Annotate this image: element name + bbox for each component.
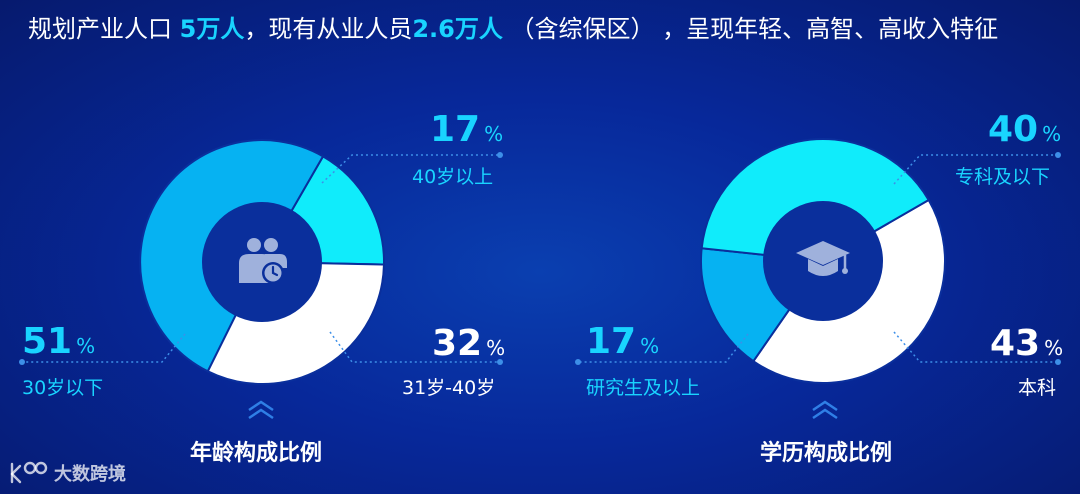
edu-slice-label-graduate: 研究生及以上 <box>586 377 701 399</box>
education-chevron-icon <box>812 400 838 420</box>
edu-slice-label-bachelor: 本科 <box>1018 377 1057 399</box>
brand-logo: 大数跨境 <box>8 458 126 488</box>
brand-logo-text: 大数跨境 <box>54 464 126 485</box>
age-slice-label-40plus-value: 17% <box>430 109 504 150</box>
edu-leader-bachelor <box>893 331 1058 363</box>
headline-highlight-planned: 5万人 <box>179 15 245 43</box>
age-chevron-icon <box>248 400 274 420</box>
headline-highlight-current: 2.6万人 <box>412 15 503 43</box>
edu-slice-label-college: 专科及以下 <box>955 166 1051 188</box>
age-leader-40plus <box>321 154 500 184</box>
age-slice-label-40plus: 40岁以上 <box>412 166 494 188</box>
education-donut <box>700 138 947 385</box>
edu-leader-bachelor-dot <box>1055 359 1061 365</box>
edu-leader-college <box>893 154 1058 185</box>
age-chart-title: 年龄构成比例 <box>190 441 323 466</box>
headline-part2: ，现有从业人员 <box>244 15 413 43</box>
edu-leader-graduate-dot <box>575 359 581 365</box>
edu-slice-label-college-value: 40% <box>988 109 1062 150</box>
brand-logo-icon <box>10 461 48 484</box>
people-clock-icon <box>239 238 287 284</box>
headline-part3: （含综保区） ，呈现年轻、高智、高收入特征 <box>502 15 999 43</box>
headline: 规划产业人口 5万人，现有从业人员2.6万人 （含综保区） ，呈现年轻、高智、高… <box>28 12 1068 46</box>
age-leader-under30-dot <box>19 359 25 365</box>
age-slice-label-under30: 30岁以下 <box>22 377 104 399</box>
age-leader-31-40-dot <box>497 359 503 365</box>
age-slice-label-under30-value: 51% <box>22 321 96 362</box>
edu-leader-graduate <box>578 333 749 363</box>
age-donut <box>139 139 385 385</box>
headline-part1: 规划产业人口 <box>28 15 180 43</box>
leader-lines <box>19 152 1061 365</box>
edu-slice-label-bachelor-value: 43% <box>990 323 1064 364</box>
education-chart-title: 学历构成比例 <box>760 441 893 466</box>
age-leader-under30 <box>22 333 186 363</box>
age-slice-label-31-40-value: 32% <box>432 323 506 364</box>
age-slice-label-31-40: 31岁-40岁 <box>402 377 496 399</box>
graduation-cap-icon <box>796 241 850 276</box>
age-leader-40plus-dot <box>497 152 503 158</box>
edu-slice-label-graduate-value: 17% <box>586 321 660 362</box>
age-leader-31-40 <box>329 331 500 363</box>
edu-leader-college-dot <box>1055 152 1061 158</box>
